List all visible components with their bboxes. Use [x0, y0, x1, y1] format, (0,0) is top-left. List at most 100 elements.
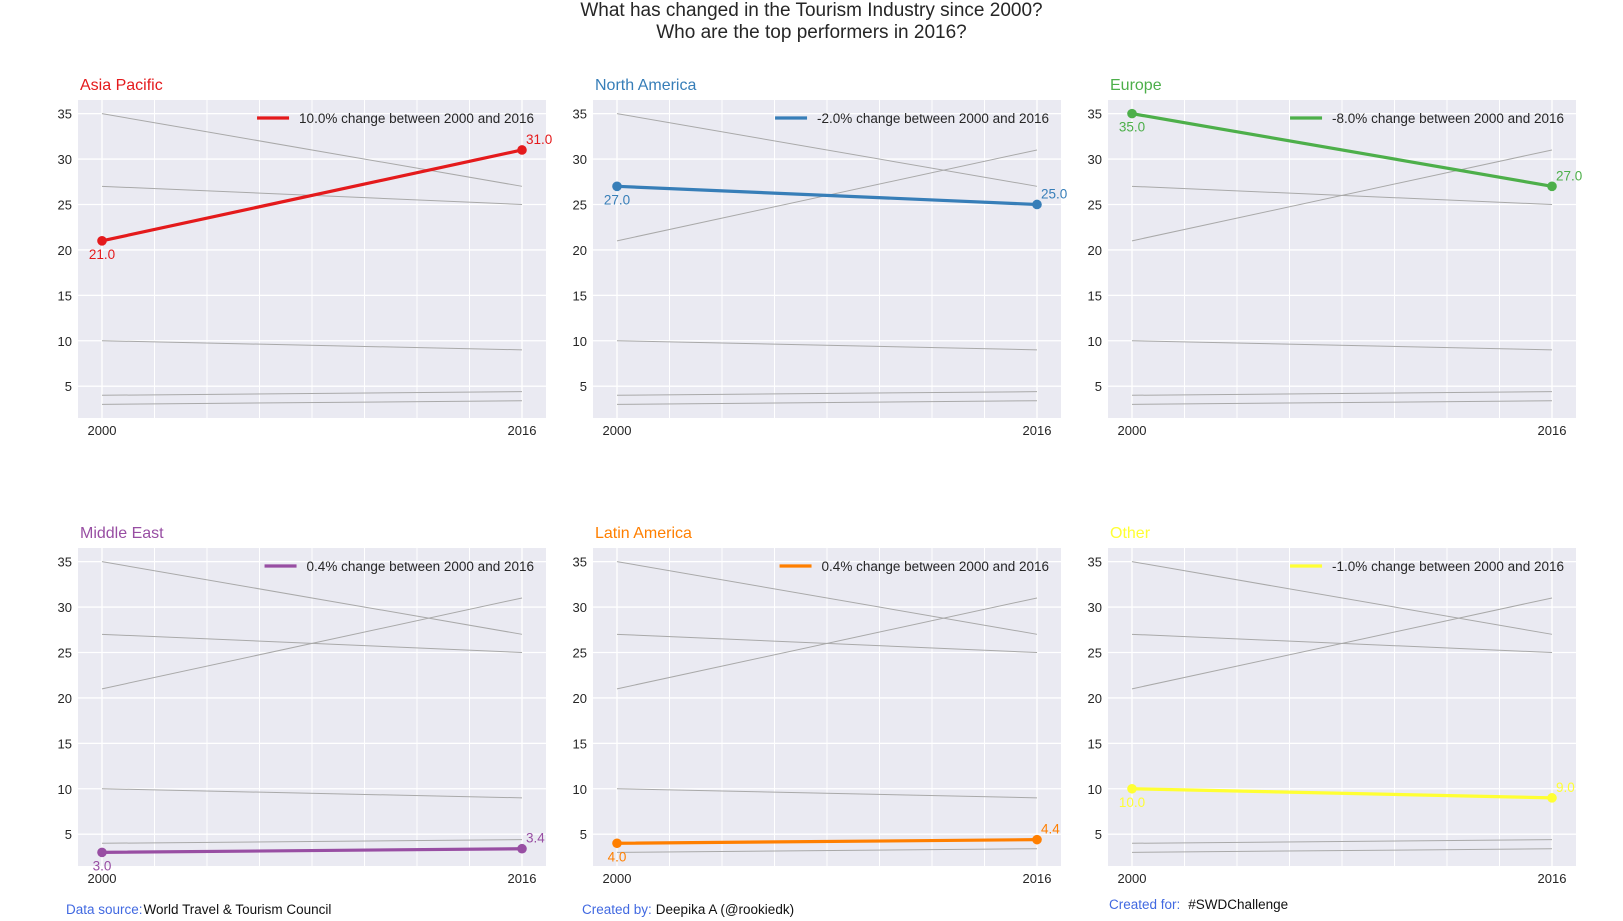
context-line-middle-east	[101, 400, 523, 405]
legend-text-latin-america: 0.4% change between 2000 and 2016	[822, 559, 1049, 574]
series-line-asia-pacific	[100, 148, 524, 243]
context-line-north-america	[1131, 633, 1553, 653]
context-line-latin-america	[101, 391, 523, 396]
context-line-europe	[616, 561, 1038, 635]
y-tick-label: 20	[1088, 691, 1102, 706]
x-tick-label: 2016	[1023, 871, 1052, 886]
context-line-europe	[101, 113, 523, 187]
y-tick-label: 25	[58, 645, 72, 660]
data-point-latin-america	[1032, 834, 1042, 845]
y-tick-label: 15	[573, 736, 587, 751]
data-source-value: World Travel & Tourism Council	[143, 902, 332, 917]
panel-title-other: Other	[1110, 525, 1151, 542]
x-tick-label: 2016	[508, 871, 537, 886]
y-tick-label: 5	[1095, 379, 1102, 394]
y-tick-label: 15	[58, 288, 72, 303]
y-tick-label: 5	[65, 827, 72, 842]
legend-text-europe: -8.0% change between 2000 and 2016	[1332, 111, 1564, 126]
y-tick-label: 20	[573, 243, 587, 258]
data-point-asia-pacific	[97, 236, 107, 246]
data-point-north-america	[1032, 199, 1042, 210]
context-line-europe	[101, 561, 523, 635]
series-line-middle-east	[100, 847, 524, 854]
context-line-europe	[1131, 561, 1553, 635]
data-label-other: 10.0	[1119, 795, 1145, 810]
context-line-other	[101, 788, 523, 799]
footer-created-for: Created for: #SWDChallenge	[1109, 897, 1288, 912]
y-tick-label: 10	[573, 782, 587, 797]
y-tick-label: 10	[573, 334, 587, 349]
panel-title-middle-east: Middle East	[80, 525, 164, 542]
x-tick-label: 2000	[1118, 871, 1147, 886]
y-tick-label: 30	[58, 600, 72, 615]
data-label-north-america: 27.0	[604, 192, 630, 207]
x-tick-label: 2016	[1023, 423, 1052, 438]
context-line-middle-east	[1131, 848, 1553, 853]
context-line-other	[616, 788, 1038, 799]
y-tick-label: 10	[58, 334, 72, 349]
chart-title: What has changed in the Tourism Industry…	[0, 0, 1623, 44]
data-point-other	[1127, 783, 1137, 794]
context-line-north-america	[1131, 185, 1553, 205]
series-line-europe	[1130, 112, 1554, 188]
context-line-europe	[616, 113, 1038, 187]
context-line-north-america	[616, 633, 1038, 653]
data-label-asia-pacific: 21.0	[89, 247, 115, 262]
y-tick-label: 15	[573, 288, 587, 303]
legend-text-other: -1.0% change between 2000 and 2016	[1332, 559, 1564, 574]
context-line-middle-east	[1131, 400, 1553, 405]
x-tick-label: 2016	[1538, 423, 1567, 438]
data-point-middle-east	[97, 847, 107, 858]
y-tick-label: 10	[1088, 782, 1102, 797]
context-line-latin-america	[1131, 839, 1553, 844]
y-tick-label: 5	[65, 379, 72, 394]
created-by-value: Deepika A (@rookiedk)	[655, 902, 795, 917]
data-label-europe: 27.0	[1556, 168, 1582, 183]
data-label-latin-america: 4.4	[1041, 822, 1060, 837]
legend-text-asia-pacific: 10.0% change between 2000 and 2016	[299, 111, 534, 126]
context-line-other	[1131, 340, 1553, 351]
y-tick-label: 20	[573, 691, 587, 706]
data-label-latin-america: 4.0	[608, 849, 627, 864]
data-label-middle-east: 3.4	[526, 831, 545, 846]
y-tick-label: 30	[1088, 152, 1102, 167]
y-tick-label: 30	[573, 600, 587, 615]
y-tick-label: 25	[1088, 197, 1102, 212]
data-label-other: 9.0	[1556, 780, 1575, 795]
y-tick-label: 25	[573, 645, 587, 660]
y-tick-label: 5	[1095, 827, 1102, 842]
title-line-1: What has changed in the Tourism Industry…	[580, 0, 1043, 21]
y-tick-label: 30	[1088, 600, 1102, 615]
y-tick-label: 35	[573, 555, 587, 570]
y-tick-label: 25	[1088, 645, 1102, 660]
created-by-label: Created by:	[582, 902, 652, 917]
y-tick-label: 20	[58, 691, 72, 706]
context-line-middle-east	[616, 848, 1038, 853]
y-tick-label: 35	[573, 107, 587, 122]
x-tick-label: 2000	[88, 423, 117, 438]
context-line-latin-america	[616, 391, 1038, 396]
context-line-latin-america	[1131, 391, 1553, 396]
y-tick-label: 35	[1088, 555, 1102, 570]
legend-text-north-america: -2.0% change between 2000 and 2016	[817, 111, 1049, 126]
y-tick-label: 10	[58, 782, 72, 797]
panel-title-north-america: North America	[595, 77, 696, 94]
y-tick-label: 5	[580, 379, 587, 394]
created-for-value: #SWDChallenge	[1188, 897, 1289, 912]
y-tick-label: 35	[58, 555, 72, 570]
data-point-middle-east	[517, 843, 527, 854]
y-tick-label: 25	[573, 197, 587, 212]
data-point-north-america	[612, 181, 622, 192]
data-point-europe	[1547, 181, 1557, 192]
panel-title-asia-pacific: Asia Pacific	[80, 77, 163, 94]
series-line-north-america	[615, 184, 1039, 207]
y-tick-label: 30	[58, 152, 72, 167]
y-tick-label: 15	[58, 736, 72, 751]
x-tick-label: 2000	[1118, 423, 1147, 438]
context-line-other	[101, 340, 523, 351]
y-tick-label: 10	[1088, 334, 1102, 349]
x-tick-label: 2000	[603, 423, 632, 438]
context-line-north-america	[101, 633, 523, 653]
y-tick-label: 35	[58, 107, 72, 122]
